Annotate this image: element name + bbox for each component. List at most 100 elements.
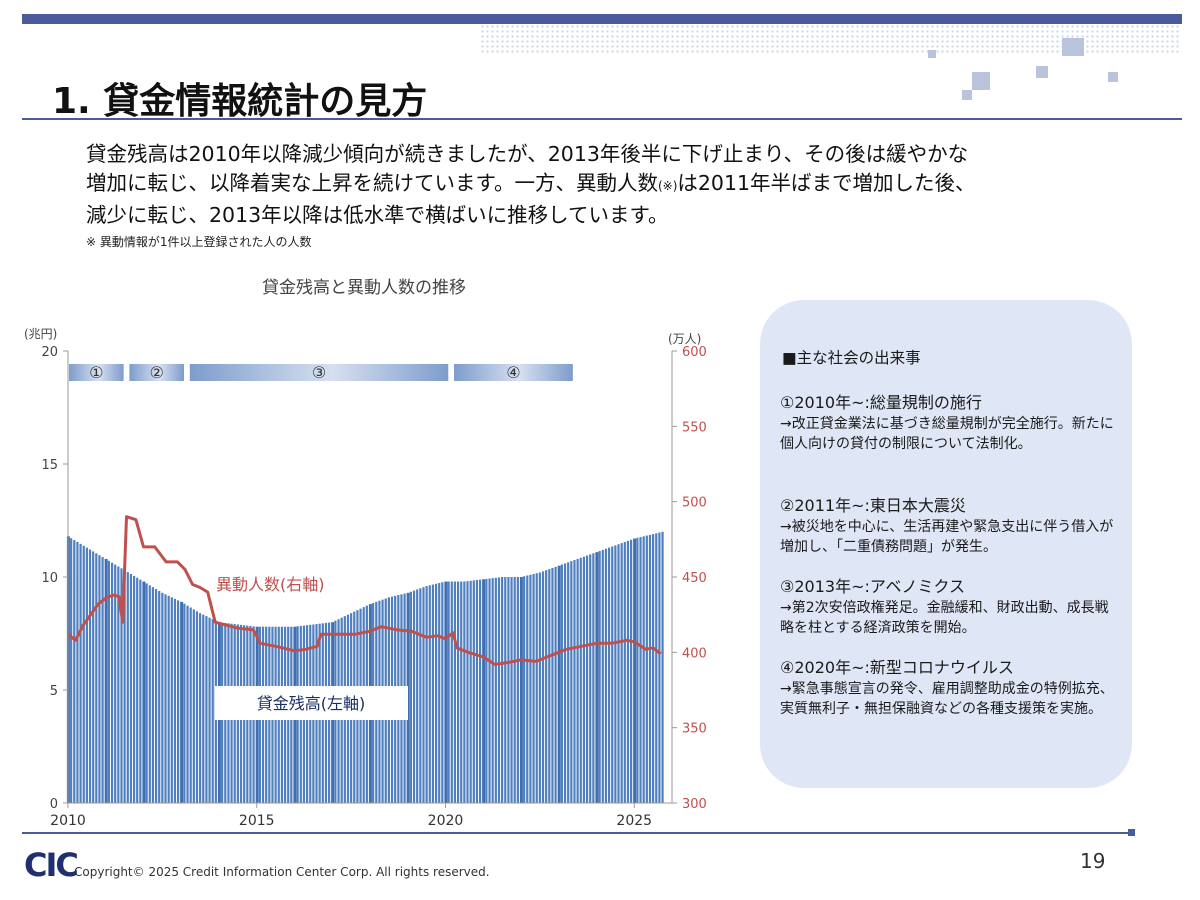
bar-series-label-box [215, 686, 408, 720]
left-tick-label: 10 [41, 571, 58, 586]
bar [519, 577, 523, 803]
bar [541, 571, 545, 803]
bar [195, 611, 199, 803]
bar [441, 582, 444, 803]
intro-text: 貸金残高は2010年以降減少傾向が続きましたが、2013年後半に下げ止まり、その… [86, 140, 1136, 230]
event-detail: →第2次安倍政権発足。金融緩和、財政出動、成長戦略を柱とする経済政策を開始。 [780, 600, 1109, 636]
footer-rule [22, 832, 1130, 834]
period-band-label: ③ [312, 363, 326, 382]
bar [501, 577, 504, 803]
event-detail: →被災地を中心に、生活再建や緊急支出に伴う借入が増加し、「二重債務問題」が発生。 [780, 519, 1114, 555]
left-axis-unit: (兆円) [24, 327, 57, 341]
bar [523, 576, 526, 803]
bar [526, 575, 529, 803]
bar [98, 555, 101, 803]
bar [582, 556, 586, 803]
bar [425, 586, 428, 803]
event-detail: →改正貸金業法に基づき総量規制が完全施行。新たに個人向けの貸付の制限について法制… [780, 416, 1114, 452]
bar [126, 572, 129, 803]
bar [475, 580, 479, 803]
bar [132, 575, 136, 803]
left-tick-label: 20 [41, 345, 58, 360]
top-accent-bar [22, 14, 1182, 24]
bar [438, 583, 441, 803]
bar [601, 549, 604, 803]
right-tick-label: 500 [682, 496, 707, 511]
period-band [69, 364, 124, 381]
bar [177, 600, 180, 803]
bar [110, 562, 114, 803]
left-tick-label: 5 [50, 684, 58, 699]
intro-line-part: は2011年半ばまで増加した後、 [677, 171, 976, 195]
bar [456, 581, 460, 803]
bar [497, 577, 501, 803]
bar [557, 565, 561, 803]
bar [104, 558, 108, 803]
event-item: ③2013年~:アベノミクス →第2次安倍政権発足。金融緩和、財政出動、成長戦略… [780, 576, 1120, 638]
bar [482, 579, 486, 803]
period-band-label: ④ [506, 363, 520, 382]
bar [645, 535, 648, 803]
bar [88, 549, 92, 803]
intro-line-part: 増加に転じ、以降着実な上昇を続けています。一方、異動人数 [86, 171, 658, 195]
bar [189, 607, 192, 803]
bar [554, 566, 557, 803]
right-tick-label: 600 [682, 345, 707, 360]
right-tick-label: 450 [682, 571, 707, 586]
intro-line: 貸金残高は2010年以降減少傾向が続きましたが、2013年後半に下げ止まり、その… [86, 142, 969, 166]
bar [453, 581, 457, 803]
bar [661, 531, 664, 803]
bar [139, 579, 142, 803]
bar [170, 597, 173, 803]
bar [444, 581, 448, 803]
bar [630, 539, 633, 803]
bar [406, 592, 410, 803]
bar [409, 591, 412, 803]
bar [479, 579, 482, 803]
bar [151, 587, 155, 803]
bar [570, 561, 573, 803]
square-decoration [962, 90, 972, 100]
bar [607, 547, 611, 803]
intro-line: 減少に転じ、2013年以降は低水準で横ばいに推移しています。 [86, 203, 669, 227]
bar [567, 562, 570, 803]
bar [412, 590, 416, 803]
bar [488, 578, 491, 803]
period-band [454, 364, 573, 381]
footer-rule-end [1128, 829, 1135, 836]
bar [82, 545, 85, 803]
bar [655, 533, 658, 803]
bar [450, 581, 453, 803]
event-title: ④2020年~:新型コロナウイルス [780, 658, 1014, 677]
slide-title: 1. 貸金情報統計の見方 [52, 81, 428, 122]
bar [604, 548, 608, 803]
event-item: ②2011年~:東日本大震災 →被災地を中心に、生活再建や緊急支出に伴う借入が増… [780, 495, 1120, 557]
bar [167, 595, 170, 803]
bar [120, 568, 123, 803]
bar [428, 585, 431, 803]
bar [460, 581, 463, 803]
bar [95, 553, 98, 803]
bar [513, 577, 516, 803]
bar [199, 613, 202, 803]
bar [658, 532, 661, 803]
bar [592, 553, 595, 803]
bar [434, 583, 438, 803]
bar [114, 564, 117, 803]
period-band [129, 364, 185, 381]
square-decoration [1108, 72, 1118, 82]
bar [639, 537, 642, 803]
bar [136, 577, 139, 803]
period-band [189, 364, 449, 381]
footnote: ※ 異動情報が1件以上登録された人の人数 [86, 235, 312, 249]
chart-title: 貸金残高と異動人数の推移 [262, 278, 466, 298]
x-tick-label: 2020 [428, 813, 464, 829]
bar [145, 583, 148, 803]
bar [173, 598, 177, 803]
bar [123, 570, 126, 803]
bar [472, 580, 475, 803]
bar [129, 573, 133, 803]
x-tick-label: 2015 [239, 813, 275, 829]
bar [548, 569, 551, 803]
loan-balance-chart: ① ② ③ ④ 0 5 10 15 20 300 350 400 450 500 550 600 2010 201… [24, 327, 707, 829]
